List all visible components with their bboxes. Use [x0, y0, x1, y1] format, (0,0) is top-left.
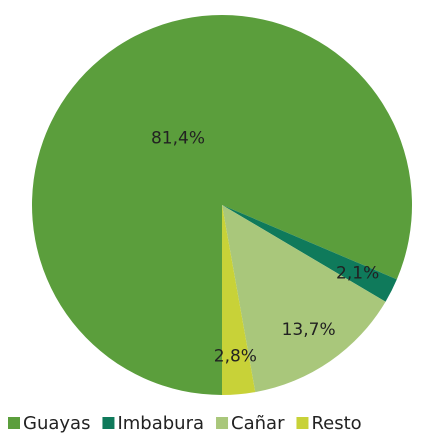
pie-slice: [32, 15, 413, 395]
data-label: 81,4%: [151, 128, 205, 148]
pie-slice: [222, 205, 256, 395]
pie-slice: [222, 205, 386, 393]
legend: Guayas Imbabura Cañar Resto: [8, 413, 362, 434]
data-label: 2,1%: [336, 264, 379, 284]
legend-swatch: [8, 417, 20, 429]
legend-label: Imbabura: [117, 413, 204, 434]
legend-label: Resto: [311, 413, 361, 434]
legend-label: Guayas: [23, 413, 90, 434]
legend-swatch: [102, 417, 115, 429]
pie: [32, 15, 413, 395]
data-labels: 81,4% 2,1% 13,7% 2,8%: [151, 128, 379, 366]
data-label: 2,8%: [214, 346, 257, 366]
legend-label: Cañar: [231, 413, 285, 434]
pie-slice: [222, 205, 397, 302]
legend-swatch: [296, 417, 309, 429]
legend-swatch: [216, 417, 229, 429]
data-label: 13,7%: [282, 320, 336, 340]
